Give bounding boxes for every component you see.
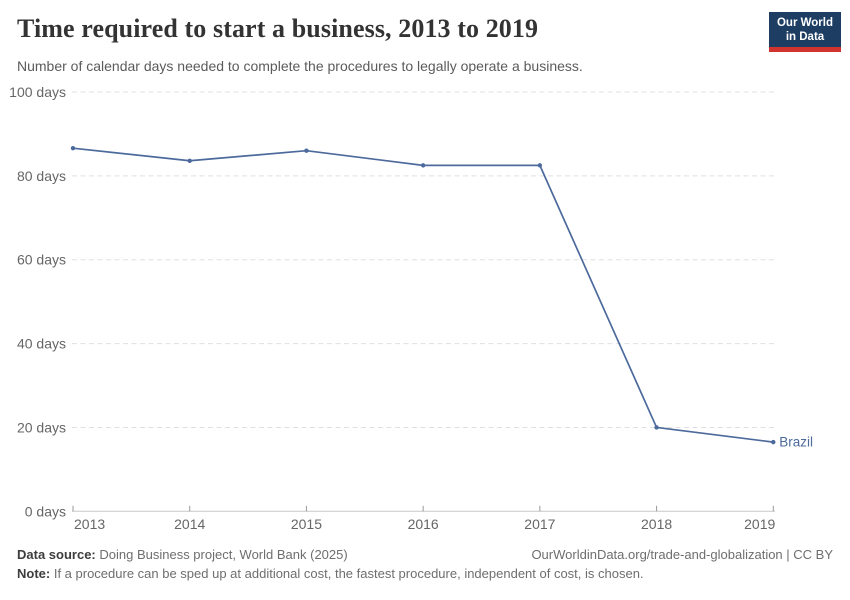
note-line: Note: If a procedure can be sped up at a…: [17, 566, 833, 581]
data-source-line: Data source: Doing Business project, Wor…: [17, 547, 833, 562]
y-tick-label-20-days: 20 days: [17, 419, 66, 435]
x-tick-label-2017: 2017: [524, 516, 555, 532]
y-tick-label-0-days: 0 days: [25, 503, 66, 519]
credit-link[interactable]: OurWorldinData.org/trade-and-globalizati…: [531, 547, 833, 562]
y-tick-label-60-days: 60 days: [17, 252, 66, 268]
data-source-text: Doing Business project, World Bank (2025…: [95, 547, 348, 562]
series-label-brazil: Brazil: [779, 435, 813, 450]
owid-logo-line1: Our World: [776, 17, 833, 29]
data-source: Data source: Doing Business project, Wor…: [17, 547, 348, 562]
y-tick-label-40-days: 40 days: [17, 336, 66, 352]
owid-logo-red-bar: [769, 47, 841, 52]
note-text: If a procedure can be sped up at additio…: [50, 566, 644, 581]
data-point-brazil-2016[interactable]: [420, 163, 426, 168]
owid-logo-line2: in Data: [785, 31, 825, 43]
owid-logo-text: Our World in Data: [769, 12, 841, 47]
x-tick-label-2014: 2014: [174, 516, 205, 532]
data-point-brazil-2013[interactable]: [70, 145, 76, 151]
y-tick-label-100-days: 100 days: [9, 84, 66, 100]
data-point-brazil-2018[interactable]: [654, 425, 659, 430]
x-tick-label-2016: 2016: [408, 516, 439, 532]
data-point-brazil-2017[interactable]: [537, 163, 543, 168]
y-tick-label-80-days: 80 days: [17, 168, 66, 184]
note-label: Note:: [17, 566, 51, 581]
x-tick-label-2018: 2018: [641, 516, 672, 532]
owid-logo[interactable]: Our World in Data: [769, 12, 841, 52]
chart-footer: Data source: Doing Business project, Wor…: [17, 547, 833, 581]
data-source-label: Data source:: [17, 547, 96, 562]
data-point-brazil-2014[interactable]: [187, 158, 192, 163]
chart-subtitle: Number of calendar days needed to comple…: [17, 58, 583, 74]
x-tick-label-2013: 2013: [74, 516, 105, 532]
data-point-brazil-2015[interactable]: [304, 148, 309, 153]
chart-title: Time required to start a business, 2013 …: [17, 14, 539, 43]
x-tick-label-2015: 2015: [291, 516, 322, 532]
chart-canvas[interactable]: 0 days 20 days 40 days 60 days 80 days 100 da…: [0, 80, 850, 540]
x-tick-label-2019: 2019: [744, 516, 775, 532]
line-series-brazil[interactable]: [72, 147, 775, 443]
data-point-brazil-2019[interactable]: [771, 439, 776, 445]
